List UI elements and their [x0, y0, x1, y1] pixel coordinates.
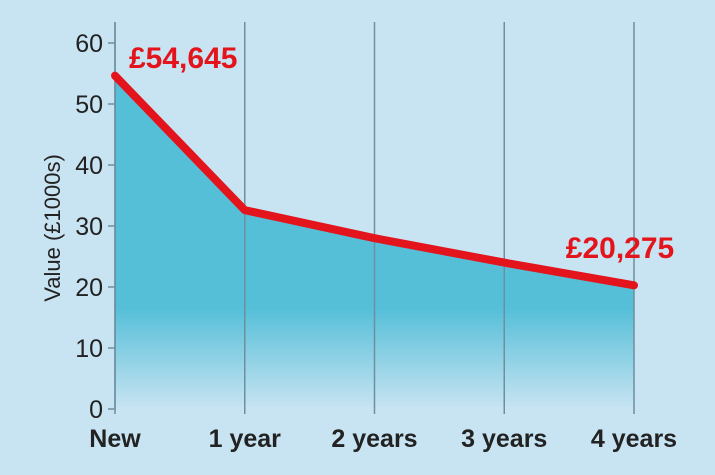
y-axis-label: Value (£1000s)	[40, 154, 65, 302]
x-tick-label: 4 years	[591, 425, 677, 453]
y-tick-label: 30	[75, 213, 103, 241]
x-tick-label: 1 year	[209, 425, 282, 453]
x-tick-label: 2 years	[331, 425, 417, 453]
y-tick-label: 0	[89, 396, 103, 424]
y-tick-label: 50	[75, 91, 103, 119]
x-axis-labels: New 1 year 2 years 3 years 4 years	[89, 425, 677, 453]
x-tick-label: 3 years	[461, 425, 547, 453]
annotation-4-years-value: £20,275	[566, 232, 674, 265]
y-tick-label: 60	[75, 30, 103, 58]
annotation-new-value: £54,645	[129, 42, 237, 75]
annotations: £54,645 £20,275	[129, 42, 674, 265]
y-tick-label: 10	[75, 335, 103, 363]
y-axis: 0 10 20 30 40 50 60	[75, 22, 116, 424]
x-tick-label: New	[89, 425, 141, 453]
value-line	[111, 71, 638, 290]
y-tick-label: 20	[75, 274, 103, 302]
y-tick-label: 40	[75, 152, 103, 180]
